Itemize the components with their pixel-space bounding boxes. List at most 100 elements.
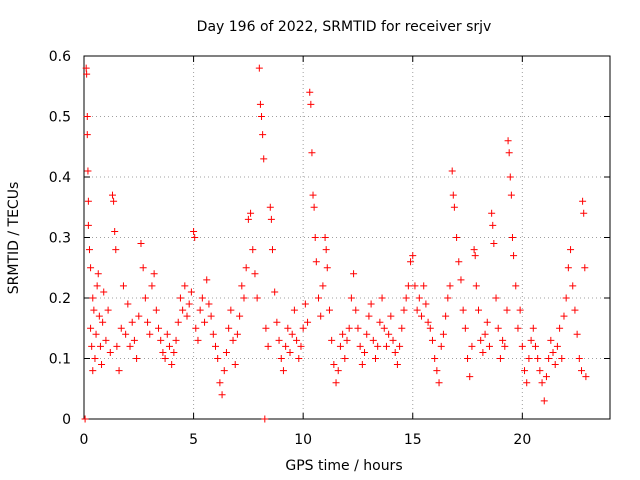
data-point	[499, 336, 507, 344]
data-point	[161, 355, 169, 362]
data-point	[514, 324, 522, 332]
data-point	[518, 342, 526, 350]
data-point	[231, 361, 239, 369]
data-point	[358, 361, 366, 369]
data-point	[396, 342, 404, 350]
data-point	[459, 306, 467, 314]
data-point	[382, 342, 390, 350]
data-point	[104, 306, 112, 314]
data-point	[481, 330, 489, 338]
data-point	[256, 100, 264, 108]
data-point	[286, 348, 294, 356]
data-point	[336, 342, 344, 350]
tick-labels: 0 0.1 0.2 0.3 0.4 0.5 0.6 0 5 10 15 20	[49, 49, 532, 448]
data-point	[106, 348, 114, 356]
data-point	[569, 282, 577, 290]
data-point	[471, 252, 479, 260]
x-tick-label: 0	[80, 432, 89, 448]
data-point	[87, 264, 95, 272]
data-point	[387, 312, 395, 320]
data-point	[89, 294, 97, 302]
data-point	[205, 300, 213, 308]
data-point	[578, 367, 586, 375]
data-point	[260, 155, 268, 163]
data-point	[172, 336, 180, 344]
data-point	[325, 306, 333, 314]
data-point	[98, 361, 106, 369]
data-point	[152, 306, 160, 314]
data-point	[255, 64, 263, 72]
data-point	[304, 318, 312, 326]
data-point	[83, 70, 91, 78]
data-point	[494, 324, 502, 332]
data-point	[84, 221, 92, 229]
data-point	[83, 113, 91, 120]
x-axis-label: GPS time / hours	[285, 458, 402, 474]
data-point	[225, 324, 233, 332]
data-point	[560, 312, 568, 320]
data-point	[332, 379, 340, 387]
data-point	[93, 282, 101, 290]
y-tick-label: 0.2	[49, 291, 71, 307]
data-point	[267, 215, 275, 223]
data-point	[422, 300, 430, 308]
data-point	[319, 282, 327, 290]
data-point	[455, 258, 463, 266]
data-point	[404, 282, 412, 290]
data-point	[214, 355, 222, 362]
data-point	[163, 330, 171, 338]
data-point	[551, 361, 559, 369]
data-point	[549, 348, 557, 356]
chart-title: Day 196 of 2022, SRMTID for receiver srj…	[197, 19, 492, 35]
data-point	[564, 264, 572, 272]
data-point	[433, 367, 441, 375]
data-point	[84, 197, 92, 205]
data-point	[229, 336, 237, 344]
data-point	[378, 294, 386, 302]
data-point	[420, 282, 428, 290]
data-point	[339, 330, 347, 338]
data-point	[137, 240, 145, 248]
data-point	[428, 336, 436, 344]
data-point	[110, 197, 118, 205]
data-point	[83, 131, 91, 139]
data-point	[253, 294, 261, 302]
data-point	[146, 330, 154, 338]
data-point	[91, 355, 99, 362]
y-tick-label: 0.3	[49, 231, 71, 247]
data-point	[100, 288, 108, 296]
data-point	[347, 294, 355, 302]
data-point	[293, 336, 301, 344]
data-point	[575, 355, 583, 362]
data-point	[376, 318, 384, 326]
data-point	[222, 348, 230, 356]
data-point	[322, 246, 330, 254]
data-point	[479, 348, 487, 356]
data-point	[277, 355, 285, 362]
data-point	[534, 355, 542, 362]
data-point	[330, 361, 338, 369]
data-point	[393, 361, 401, 369]
data-point	[295, 355, 303, 362]
data-point	[505, 149, 513, 157]
data-point	[273, 318, 281, 326]
data-point	[483, 318, 491, 326]
data-point	[242, 264, 250, 272]
data-point	[159, 348, 167, 356]
data-point	[312, 258, 320, 266]
data-point	[363, 330, 371, 338]
data-point	[311, 234, 319, 241]
data-point	[251, 270, 259, 278]
y-tick-label: 0.1	[49, 352, 71, 368]
data-point	[321, 234, 329, 241]
data-point	[168, 361, 176, 369]
data-point	[407, 258, 415, 266]
data-point	[521, 367, 529, 375]
data-point	[279, 367, 287, 375]
data-point	[150, 270, 158, 278]
data-point	[409, 252, 417, 260]
data-point	[437, 342, 445, 350]
data-point	[207, 312, 215, 320]
data-point	[102, 336, 110, 344]
